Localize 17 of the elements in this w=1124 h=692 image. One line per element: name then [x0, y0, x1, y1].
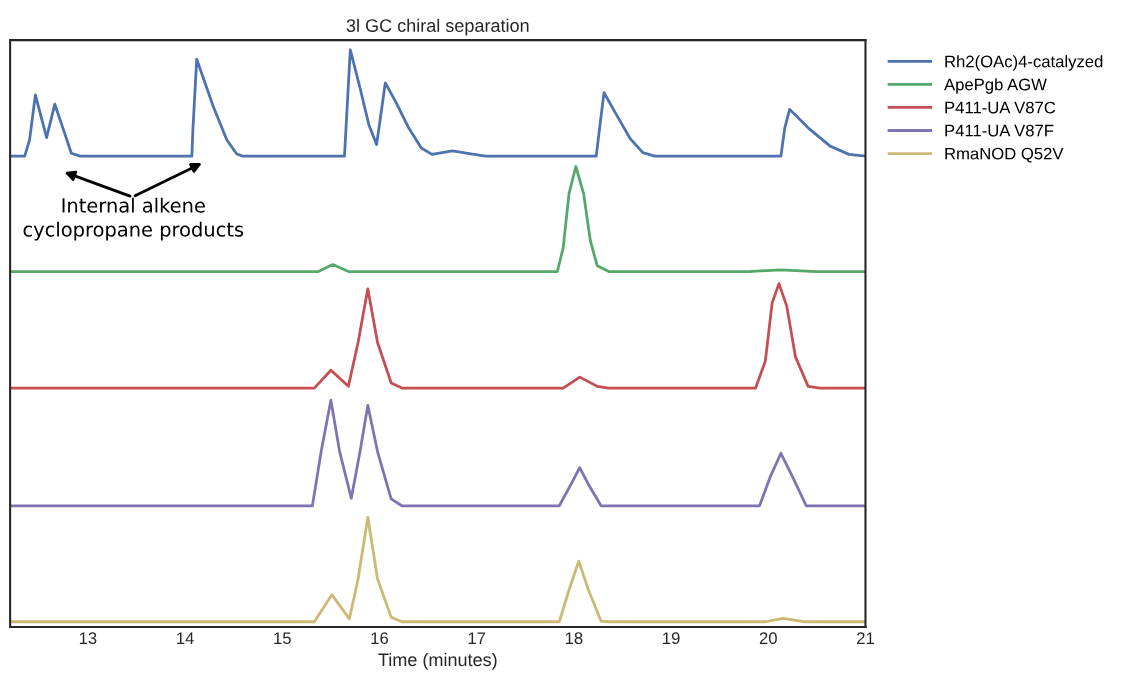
x-tick-label: 20 — [759, 632, 777, 645]
x-tick-label: 17 — [468, 632, 486, 644]
annotation: Internal alkene cyclopropane products — [23, 197, 244, 241]
legend-label: P411-UA V87F — [945, 124, 1054, 137]
legend-label: P411-UA V87C — [945, 101, 1056, 114]
x-tick-label: 21 — [857, 632, 874, 644]
x-tick-label: 13 — [79, 632, 97, 645]
x-tick-label: 18 — [565, 632, 583, 645]
x-tick-label: 16 — [371, 632, 389, 645]
chart-title: 3l GC chiral separation — [346, 18, 529, 36]
x-tick-label: 15 — [274, 632, 291, 645]
legend-label: RmaNOD Q52V — [945, 147, 1064, 163]
legend-label: ApePgb AGW — [944, 78, 1047, 94]
x-axis-title: Time (minutes) — [378, 652, 497, 670]
x-tick-label: 19 — [663, 632, 680, 645]
x-tick-label: 14 — [177, 632, 194, 644]
legend-label: Rh2(OAc)4-catalyzed — [945, 55, 1103, 71]
